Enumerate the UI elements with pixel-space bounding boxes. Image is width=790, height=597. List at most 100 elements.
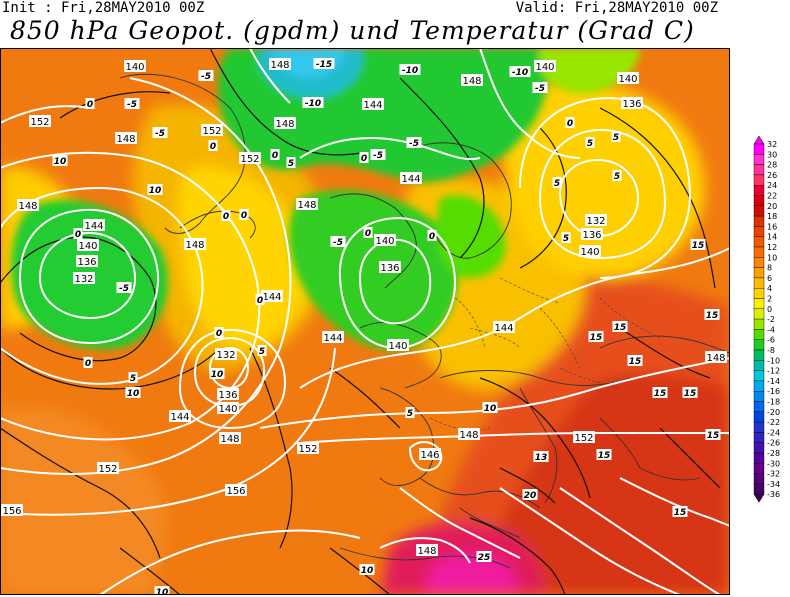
temperature-label: 15 xyxy=(596,449,612,461)
temperature-label: 0 xyxy=(255,294,265,306)
legend-swatch xyxy=(753,360,765,371)
legend-level-label: -20 xyxy=(767,408,780,417)
temperature-label: 5 xyxy=(128,372,138,384)
warm-zone-southeast xyxy=(470,373,730,595)
temperature-label: 5 xyxy=(585,137,595,149)
legend-level-label: 16 xyxy=(767,222,777,231)
legend-swatch xyxy=(753,349,765,361)
geopotential-label: 140 xyxy=(534,60,556,73)
geopotential-label: 148 xyxy=(269,58,291,71)
temperature-label-text: 0 xyxy=(429,232,435,242)
legend-swatch xyxy=(753,236,765,248)
legend-swatch xyxy=(753,329,765,340)
geopotential-label: 140 xyxy=(374,234,396,247)
temperature-label-text: -5 xyxy=(119,284,129,294)
temperature-label: 15 xyxy=(705,429,721,441)
geopotential-label-text: 148 xyxy=(462,76,481,87)
cold-zone-green-light xyxy=(436,195,506,278)
temperature-label-text: 0 xyxy=(85,359,91,369)
geopotential-label-text: 156 xyxy=(2,506,21,517)
geopotential-label: 144 xyxy=(362,98,384,111)
temperature-label: 10 xyxy=(52,155,68,167)
temperature-label-text: 5 xyxy=(587,139,593,149)
legend-level-label: -24 xyxy=(767,428,780,437)
geopotential-label-text: 132 xyxy=(74,274,93,285)
temperature-label: 15 xyxy=(627,355,643,367)
temperature-label-text: 5 xyxy=(613,133,619,143)
temperature-label: 5 xyxy=(405,407,415,419)
geopotential-label-text: 148 xyxy=(116,134,135,145)
legend-swatch xyxy=(753,421,765,433)
legend-swatch xyxy=(753,442,765,454)
legend-level-label: 6 xyxy=(767,274,772,283)
mild-zone-east xyxy=(500,80,706,279)
geopotential-label: 148 xyxy=(416,544,438,557)
geopotential-label: 148 xyxy=(274,117,296,130)
legend-level-label: 12 xyxy=(767,243,777,252)
legend-level-label: -32 xyxy=(767,470,780,479)
geopotential-label: 148 xyxy=(705,351,727,364)
geopotential-label: 132 xyxy=(73,272,95,285)
geopotential-label-text: 148 xyxy=(18,201,37,212)
temperature-label-text: 15 xyxy=(692,241,705,251)
geopotential-label-text: 140 xyxy=(388,341,407,352)
temperature-label: 10 xyxy=(154,586,170,595)
temperature-label-text: -10 xyxy=(512,68,528,78)
geopotential-label-text: 140 xyxy=(375,236,394,247)
temperature-label: 25 xyxy=(476,551,492,563)
legend-level-label: 0 xyxy=(767,305,772,314)
geopotential-label-text: 148 xyxy=(297,200,316,211)
temperature-label-text: -5 xyxy=(535,84,545,94)
geopotential-label: 148 xyxy=(17,199,39,212)
temperature-label-text: 13 xyxy=(535,453,548,463)
geopotential-label: 144 xyxy=(83,219,105,232)
geopotential-label: 144 xyxy=(493,321,515,334)
temperature-label: 15 xyxy=(612,321,628,333)
geopotential-label: 132 xyxy=(215,348,237,361)
temperature-label: 15 xyxy=(704,309,720,321)
legend-level-label: -26 xyxy=(767,439,780,448)
legend-level-label: -22 xyxy=(767,418,780,427)
temperature-label: 5 xyxy=(561,232,571,244)
temperature-label-text: 10 xyxy=(127,389,140,399)
temperature-label: 15 xyxy=(652,387,668,399)
temperature-label-text: 10 xyxy=(149,186,162,196)
legend-swatch xyxy=(753,411,765,423)
geopotential-label: 148 xyxy=(458,428,480,441)
geopotential-label: 140 xyxy=(387,339,409,352)
temperature-label: 10 xyxy=(359,564,375,576)
temperature-label-text: 25 xyxy=(478,553,491,563)
temperature-label-text: 5 xyxy=(614,172,620,182)
temperature-label-text: -10 xyxy=(305,99,321,109)
temperature-label-text: -10 xyxy=(402,66,418,76)
temperature-label: 0 xyxy=(214,327,224,339)
geopotential-label: 140 xyxy=(77,239,99,252)
legend-swatch xyxy=(753,174,765,186)
legend-level-label: 18 xyxy=(767,212,777,221)
temperature-label: 5 xyxy=(286,157,296,169)
geopotential-label-text: 148 xyxy=(270,60,289,71)
legend-level-label: -14 xyxy=(767,377,780,386)
temperature-label: -5 xyxy=(406,137,422,149)
legend-level-label: -8 xyxy=(767,346,775,355)
legend-swatch xyxy=(753,463,765,474)
legend-level-label: -6 xyxy=(767,336,775,345)
legend-level-label: 20 xyxy=(767,202,777,211)
temperature-label: 0 xyxy=(208,140,218,152)
geopotential-label-text: 148 xyxy=(459,430,478,441)
temperature-label-text: 0 xyxy=(223,212,229,222)
temperature-label-text: 15 xyxy=(614,323,627,333)
geopotential-label-text: 144 xyxy=(84,221,103,232)
temperature-label: 20 xyxy=(522,489,538,501)
temperature-label-text: 15 xyxy=(706,311,719,321)
legend-swatch xyxy=(753,473,765,485)
geopotential-label: 140 xyxy=(617,72,639,85)
temperature-label: 10 xyxy=(147,184,163,196)
geopotential-label-text: 146 xyxy=(420,450,439,461)
temperature-label-text: 0 xyxy=(75,230,81,240)
temperature-label: 0 xyxy=(83,357,93,369)
legend-level-label: 4 xyxy=(767,284,772,293)
geopotential-label: 148 xyxy=(219,432,241,445)
legend-level-label: -36 xyxy=(767,490,780,499)
legend-level-label: 26 xyxy=(767,171,777,180)
